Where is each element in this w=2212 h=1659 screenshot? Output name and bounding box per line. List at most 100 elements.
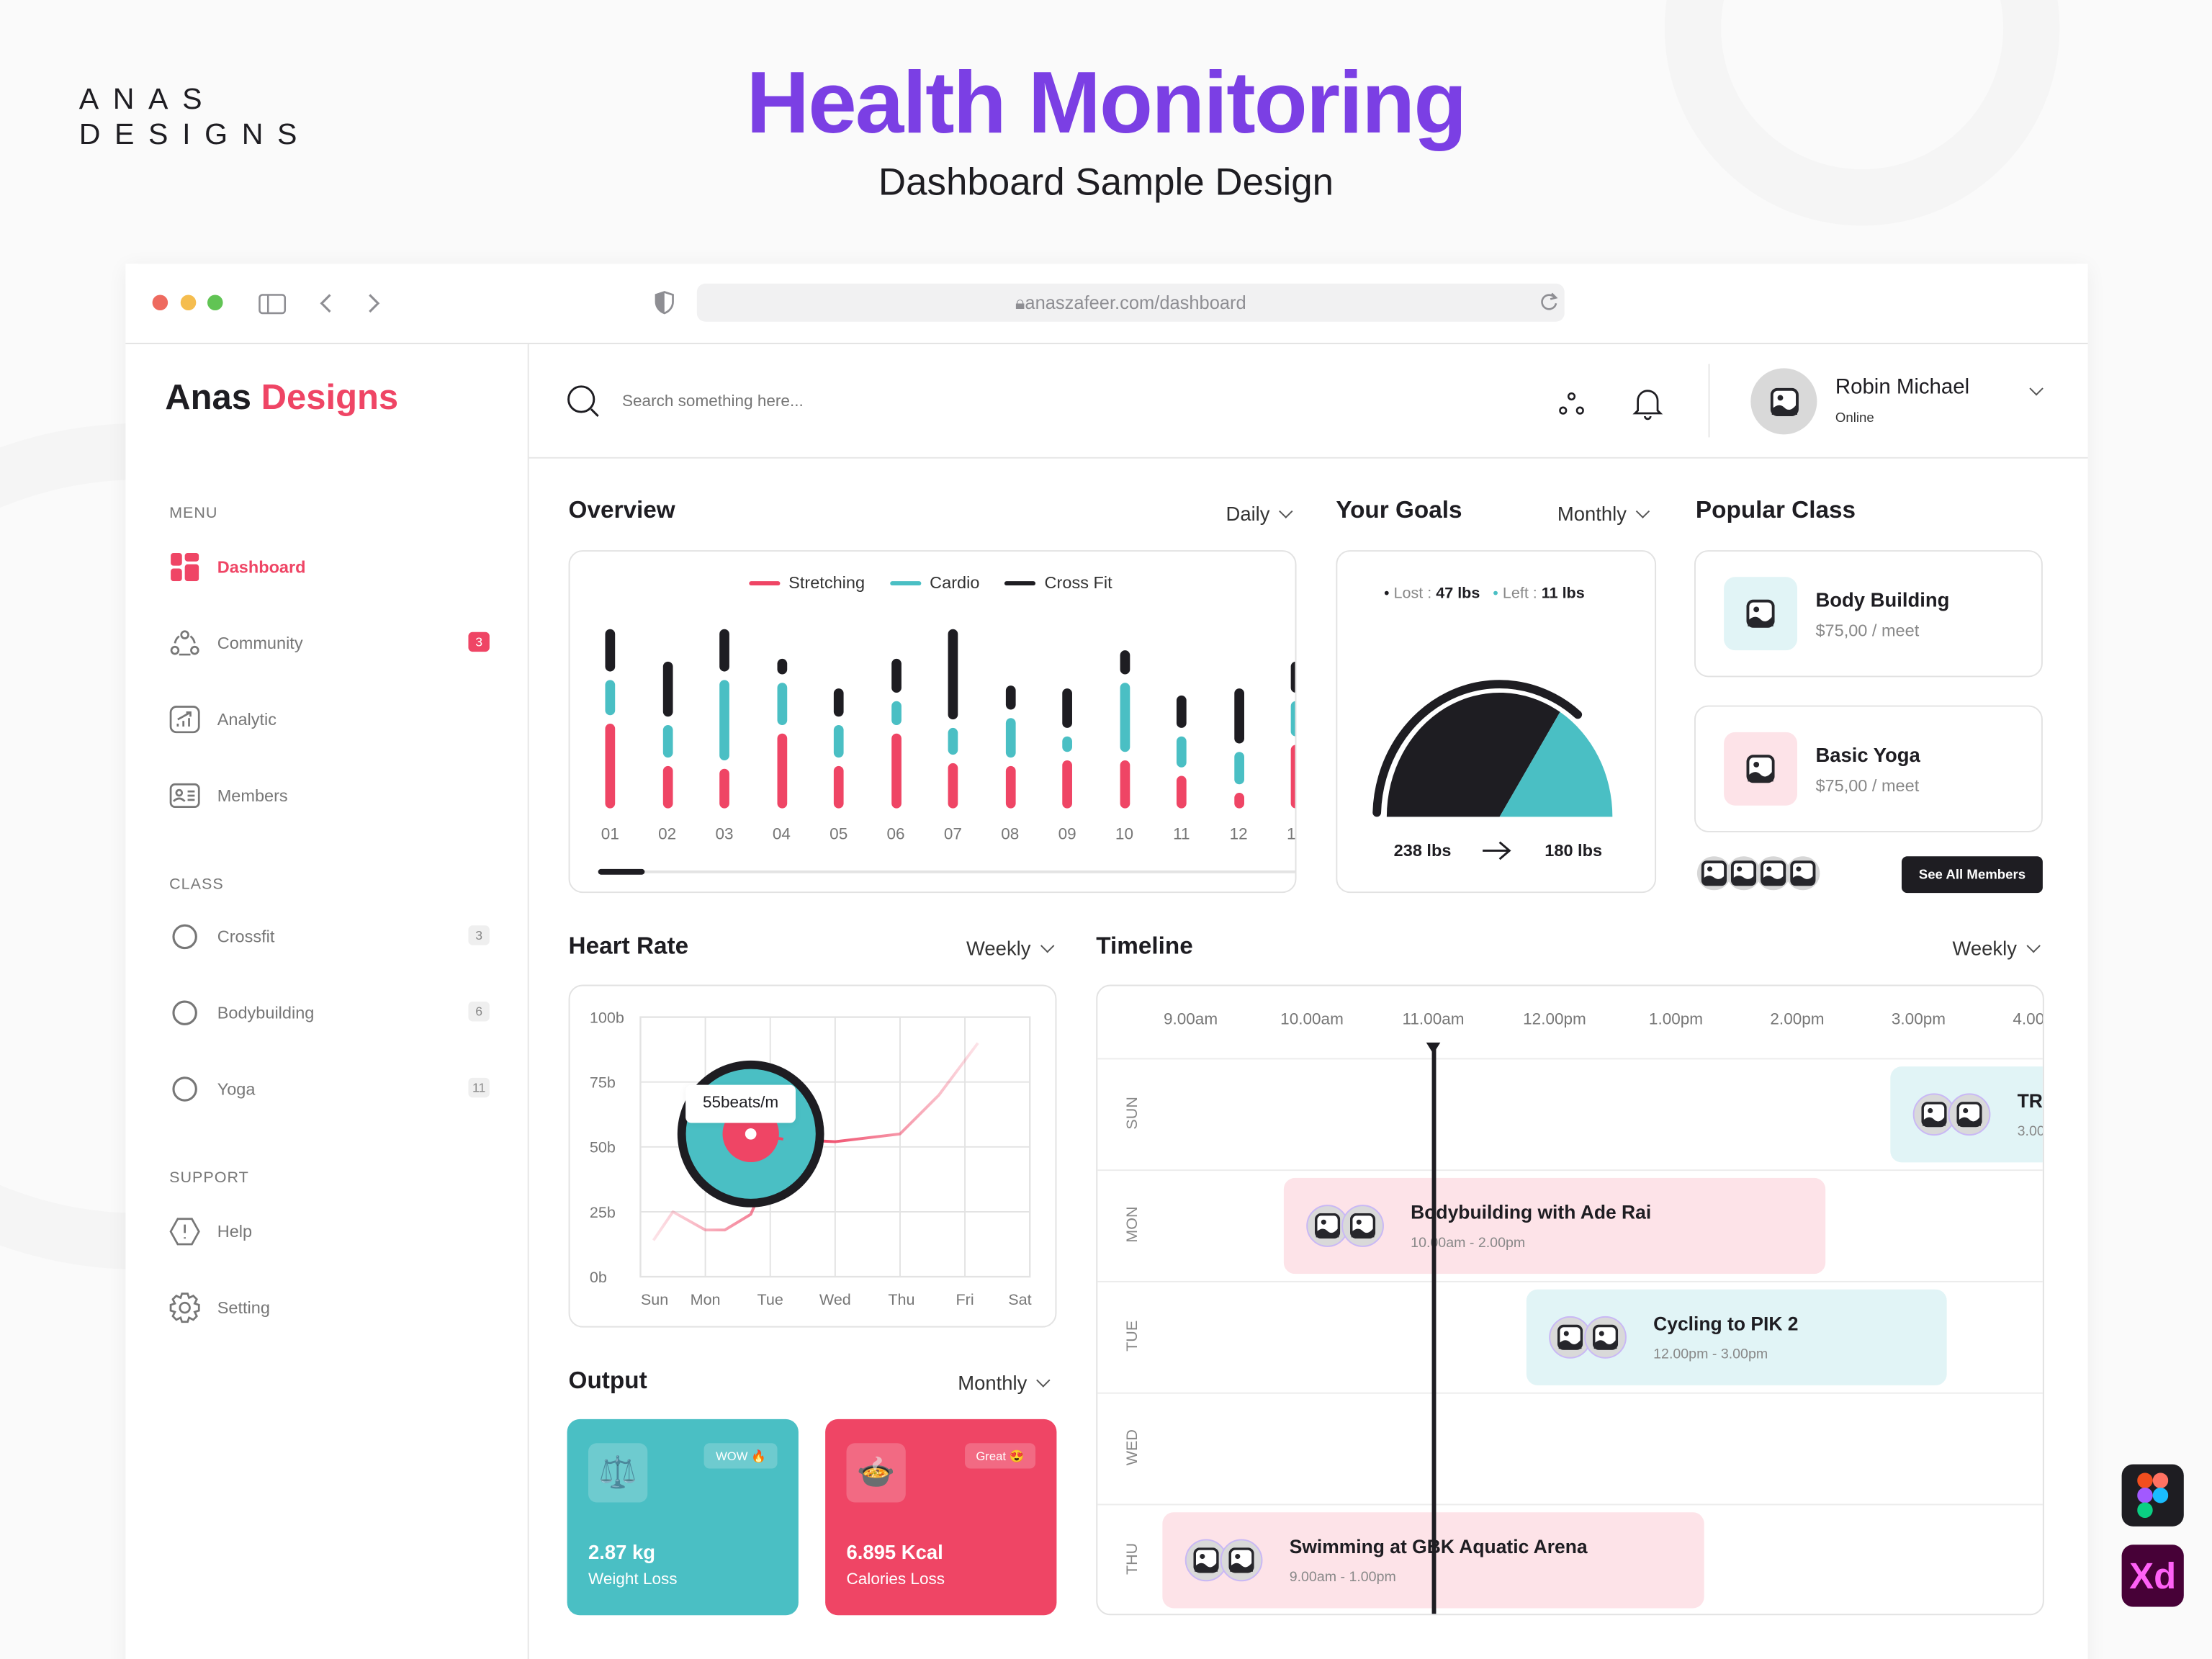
x-tick-label: Sat: [1008, 1290, 1031, 1308]
output-period-dropdown[interactable]: Monthly: [958, 1371, 1051, 1394]
output-value: 6.895 Kcal: [846, 1540, 943, 1563]
x-tick-label: 13: [1286, 827, 1296, 844]
close-window-button[interactable]: [152, 295, 168, 311]
y-tick-label: 25b: [590, 1203, 616, 1221]
heart-period-dropdown[interactable]: Weekly: [966, 937, 1054, 959]
sidebar-item-setting[interactable]: Setting: [169, 1291, 494, 1325]
time-label: 2.00pm: [1770, 1011, 1825, 1029]
forward-icon[interactable]: [367, 292, 381, 315]
timeline-event[interactable]: Cycling to PIK 2 12.00pm - 3.00pm: [1526, 1289, 1947, 1385]
x-tick-label: 09: [1058, 827, 1076, 844]
goals-period-dropdown[interactable]: Monthly: [1557, 502, 1650, 525]
chart-scrollbar-thumb[interactable]: [598, 868, 645, 875]
heart-rate-card: 100b 75b 50b 25b 0b Sun Mon Tue Wed Thu Fri Sat 55b…: [568, 984, 1057, 1328]
brand-wordmark: ANAS DESIGNS: [79, 82, 311, 153]
analytic-icon: [169, 704, 200, 735]
shield-icon[interactable]: [655, 291, 674, 315]
overview-period-dropdown[interactable]: Daily: [1226, 502, 1293, 525]
sidebar-item-community[interactable]: Community 3: [169, 626, 494, 660]
image-placeholder-icon: [1761, 860, 1786, 886]
x-tick-label: 04: [772, 827, 791, 844]
event-time: 10.00am - 2.00pm: [1411, 1236, 1526, 1251]
gauge-left-segment: [1499, 711, 1613, 817]
chevron-down-icon: [1635, 503, 1650, 518]
member-avatar: [1696, 856, 1731, 891]
event-title: Cycling to PIK 2: [1653, 1313, 1799, 1335]
back-icon[interactable]: [319, 292, 333, 315]
image-placeholder-icon: [1228, 1547, 1254, 1573]
popular-class-card[interactable]: Basic Yoga $75,00 / meet: [1694, 705, 2043, 832]
user-avatar[interactable]: [1750, 368, 1817, 435]
nav-label: Setting: [217, 1298, 270, 1318]
output-value: 2.87 kg: [588, 1540, 656, 1563]
bar-cardio: [1004, 717, 1015, 757]
time-label: 9.00am: [1163, 1011, 1218, 1029]
event-title: Swimming at GBK Aquatic Arena: [1289, 1536, 1588, 1557]
output-label: Weight Loss: [588, 1571, 678, 1589]
address-bar[interactable]: 🔒︎anaszafeer.com/dashboard: [696, 283, 1565, 322]
output-tag: Great 😍: [964, 1443, 1036, 1469]
user-menu-toggle[interactable]: [2029, 382, 2044, 396]
circle-icon: [169, 997, 200, 1028]
timeline-period-dropdown[interactable]: Weekly: [1952, 936, 2041, 960]
output-card-calories[interactable]: 🍲 Great 😍 6.895 Kcal Calories Loss: [825, 1419, 1057, 1616]
bar-stretching: [776, 734, 787, 809]
sidebar-class-crossfit[interactable]: Crossfit 3: [169, 920, 494, 953]
adobe-xd-icon: Xd: [2121, 1545, 2184, 1607]
timeline-event[interactable]: Bodybuilding with Ade Rai 10.00am - 2.00p…: [1283, 1177, 1826, 1274]
bar-stretching: [1290, 745, 1295, 809]
arrow-right-icon: [1483, 841, 1511, 860]
sidebar-item-help[interactable]: Help: [169, 1215, 494, 1249]
sidebar-item-dashboard[interactable]: Dashboard: [169, 550, 494, 584]
support-section-label: SUPPORT: [169, 1169, 249, 1187]
x-tick-label: 05: [830, 827, 848, 844]
chart-scrollbar-track[interactable]: [598, 870, 1295, 873]
notification-bell-icon[interactable]: [1632, 387, 1663, 421]
event-time: 9.00am - 1.00pm: [1289, 1570, 1396, 1586]
x-tick-label: Mon: [691, 1290, 721, 1308]
nav-label: Analytic: [217, 709, 277, 729]
image-placeholder-icon: [1349, 1213, 1376, 1239]
share-nodes-icon[interactable]: [1557, 391, 1586, 419]
sidebar-class-bodybuilding[interactable]: Bodybuilding 6: [169, 996, 494, 1030]
image-placeholder-icon: [1592, 1324, 1619, 1350]
timeline-event[interactable]: TRX 3.00: [1890, 1066, 2043, 1163]
day-label: SUN: [1124, 1097, 1141, 1130]
member-avatars[interactable]: [1696, 856, 1820, 891]
overview-title: Overview: [568, 496, 675, 523]
popular-class-title: Popular Class: [1695, 496, 1856, 523]
sidebar-class-yoga[interactable]: Yoga 11: [169, 1072, 494, 1106]
search-icon[interactable]: [567, 385, 601, 419]
app-logo[interactable]: Anas Designs: [165, 378, 398, 419]
nav-badge: 3: [468, 925, 490, 945]
reload-icon[interactable]: [1539, 292, 1558, 312]
hero-title: Health Monitoring: [746, 55, 1467, 153]
members-icon: [169, 780, 200, 811]
bar-cardio: [776, 683, 787, 726]
bar-cardio: [1290, 701, 1295, 737]
sidebar-item-analytic[interactable]: Analytic: [169, 703, 494, 737]
logo-part-1: Anas: [165, 378, 252, 418]
gauge-lost-segment: [1386, 692, 1560, 817]
sidebar: Anas Designs MENU Dashboard Community 3 Anal…: [125, 344, 529, 1659]
legend-cardio: Cardio: [890, 572, 979, 593]
nav-label: Bodybuilding: [217, 1002, 315, 1023]
search-input[interactable]: [621, 386, 1328, 418]
sidebar-item-members[interactable]: Members: [169, 778, 494, 812]
minimize-window-button[interactable]: [180, 295, 197, 311]
class-thumbnail: [1724, 577, 1797, 651]
class-price: $75,00 / meet: [1815, 775, 1920, 796]
attendee-avatar: [1220, 1539, 1263, 1582]
maximize-window-button[interactable]: [207, 295, 223, 311]
image-placeholder-icon: [1746, 599, 1775, 628]
popular-class-card[interactable]: Body Building $75,00 / meet: [1694, 550, 2043, 678]
sidebar-toggle-icon[interactable]: [258, 294, 287, 315]
timeline-row-thu: THU: [1097, 1503, 2043, 1614]
day-label: WED: [1124, 1429, 1141, 1466]
output-card-weight[interactable]: ⚖️ WOW 🔥 2.87 kg Weight Loss: [567, 1419, 799, 1616]
bar-stretching: [833, 765, 844, 809]
see-all-members-button[interactable]: See All Members: [1901, 856, 2043, 894]
time-label: 4.00pm: [2013, 1011, 2044, 1029]
bar-cross-fit: [1004, 685, 1015, 709]
dropdown-value: Weekly: [1952, 936, 2017, 960]
